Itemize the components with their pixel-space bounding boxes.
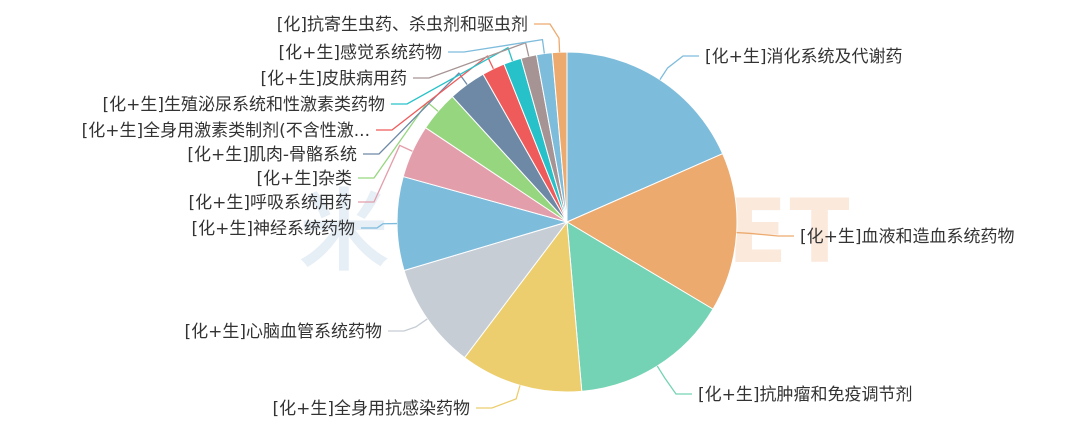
leader-line-1 [659, 55, 699, 81]
leader-line-8 [358, 101, 439, 179]
slice-label-9: [化+生]肌肉-骨骼系统 [187, 145, 357, 165]
pie-slices [396, 51, 738, 393]
leader-line-4 [476, 385, 521, 409]
slice-label-13: [化+生]感觉系统药物 [278, 43, 442, 63]
slice-label-1: [化+生]消化系统及代谢药 [705, 47, 903, 67]
pie-slice-3[interactable] [566, 221, 714, 392]
pie-slice-6[interactable] [396, 175, 569, 272]
leader-line-3 [656, 365, 692, 395]
slice-label-5: [化+生]心脑血管系统药物 [184, 322, 382, 342]
leader-line-14 [534, 23, 561, 53]
pie-slice-1[interactable] [566, 51, 724, 223]
slice-label-8: [化+生]杂类 [256, 169, 352, 189]
slice-label-7: [化+生]呼吸系统用药 [188, 193, 352, 213]
leader-line-12 [413, 41, 530, 79]
slice-labels: [化+生]消化系统及代谢药 [化+生]血液和造血系统药物 [化+生]抗肿瘤和免疫调节… [82, 15, 1015, 419]
slice-label-14: [化]抗寄生虫药、杀虫剂和驱虫剂 [277, 15, 528, 35]
watermark-left: 米 [300, 180, 390, 283]
leader-line-5 [388, 318, 428, 332]
leader-line-10 [376, 55, 494, 131]
pie-slice-2[interactable] [565, 153, 738, 310]
label-leader-lines [358, 23, 794, 409]
slice-label-2: [化+生]血液和造血系统药物 [800, 227, 1015, 247]
leader-line-7 [358, 144, 413, 203]
slice-label-6: [化+生]神经系统药物 [191, 219, 355, 239]
slice-label-11: [化+生]生殖泌尿系统和性激素类药物 [102, 95, 385, 115]
leader-line-9 [363, 72, 468, 155]
leader-line-11 [391, 46, 514, 105]
leader-line-6 [361, 222, 398, 229]
slice-label-4: [化+生]全身用抗感染药物 [272, 399, 470, 419]
slice-label-10: [化+生]全身用激素类制剂(不含性激... [82, 121, 370, 141]
slice-label-3: [化+生]抗肿瘤和免疫调节剂 [698, 385, 913, 405]
leader-line-2 [736, 231, 794, 237]
leader-line-13 [448, 38, 545, 54]
slice-label-12: [化+生]皮肤病用药 [260, 69, 407, 89]
